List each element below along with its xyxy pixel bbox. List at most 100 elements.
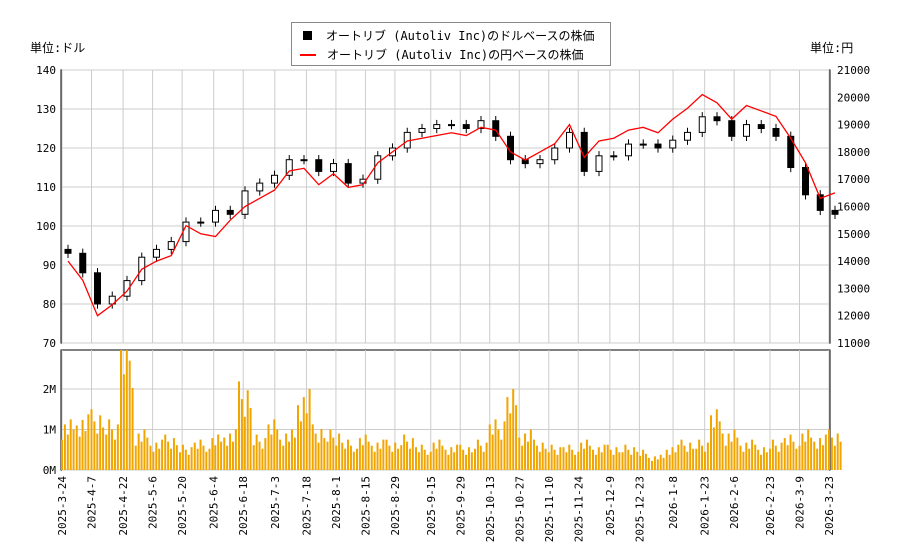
volume-bar <box>547 452 550 470</box>
volume-bar <box>529 429 532 470</box>
volume-bar <box>503 421 506 470</box>
volume-bar <box>476 439 479 470</box>
volume-bar <box>450 447 453 470</box>
x-tick-label: 2026-2-23 <box>764 476 777 536</box>
volume-bar <box>208 448 211 470</box>
volume-bar <box>780 442 783 470</box>
x-tick-label: 2025-4-22 <box>117 476 130 536</box>
volume-bar <box>143 429 146 470</box>
x-tick-label: 2026-3-23 <box>823 476 836 536</box>
volume-bar <box>282 445 285 470</box>
x-tick-label: 2025-6-4 <box>208 476 221 529</box>
candle-body <box>831 209 839 215</box>
volume-bar <box>769 448 771 470</box>
volume-bar <box>512 389 515 470</box>
candle-body <box>610 155 618 158</box>
volume-bar <box>462 449 465 470</box>
legend: オートリブ (Autoliv Inc)のドルベースの株価 オートリブ (Auto… <box>291 22 611 66</box>
volume-bar <box>603 444 606 470</box>
candle-body <box>448 124 455 127</box>
volume-bar <box>288 441 291 470</box>
volume-bar <box>783 438 786 470</box>
volume-bar <box>491 434 494 470</box>
volume-bar <box>231 441 234 470</box>
volume-bar <box>509 413 512 470</box>
volume-bar <box>273 419 276 470</box>
volume-bar <box>459 444 462 470</box>
volume-bar <box>447 454 450 470</box>
volume-bar <box>609 449 612 470</box>
volume-bar <box>320 428 323 470</box>
x-tick-label: 2026-2-6 <box>728 476 741 529</box>
volume-bar <box>819 438 822 470</box>
volume-bar <box>583 448 586 470</box>
volume-bar <box>441 445 444 470</box>
volume-bar <box>518 437 521 470</box>
right-unit-label: 単位:円 <box>810 41 854 55</box>
volume-bar <box>417 452 420 470</box>
volume-bar <box>444 449 447 470</box>
volume-bar <box>341 442 344 470</box>
candle-body <box>433 124 441 129</box>
volume-bar <box>356 448 358 470</box>
volume-bar <box>833 445 836 470</box>
y-left-tick-label: 100 <box>36 220 56 233</box>
volume-bar <box>373 451 376 470</box>
x-tick-label: 2025-7-3 <box>269 476 282 529</box>
y-right-tick-label: 14000 <box>837 255 870 268</box>
x-tick-label: 2025-9-15 <box>425 476 438 536</box>
candle-body <box>743 124 750 137</box>
volume-bar <box>588 445 591 470</box>
volume-bar <box>562 447 565 470</box>
volume-bar <box>344 448 347 470</box>
volume-bar <box>199 439 202 470</box>
x-tick-label: 2025-12-23 <box>633 476 646 542</box>
volume-bar <box>465 454 468 470</box>
volume-bar <box>361 445 364 470</box>
volume-bar <box>760 454 763 470</box>
volume-bar <box>538 451 541 470</box>
volume-bar <box>745 442 748 470</box>
volume-bar <box>774 445 777 470</box>
volume-bar <box>692 448 695 470</box>
volume-bar <box>642 449 645 470</box>
y-right-tick-label: 21000 <box>837 64 870 77</box>
volume-bar <box>559 447 562 470</box>
y-left-tick-label: 140 <box>36 64 56 77</box>
x-tick-label: 2025-11-10 <box>543 476 556 542</box>
x-tick-label: 2025-9-29 <box>454 476 467 536</box>
volume-bar <box>653 456 656 470</box>
volume-bar <box>762 447 765 470</box>
x-tick-label: 2025-7-18 <box>300 476 313 536</box>
candle-body <box>315 159 323 172</box>
volume-bar <box>81 419 84 470</box>
volume-bar <box>680 439 683 470</box>
volume-bar <box>99 415 102 470</box>
volume-bar <box>229 433 232 470</box>
volume-bar <box>612 454 615 470</box>
volume-bar <box>349 445 352 470</box>
candle-body <box>256 182 264 192</box>
volume-bar <box>550 444 553 470</box>
volume-bar <box>701 445 704 470</box>
volume-bar <box>656 459 659 470</box>
volume-bar <box>108 419 111 470</box>
volume-bar <box>293 437 296 470</box>
y-right-tick-label: 20000 <box>837 91 870 104</box>
volume-bar <box>665 449 668 470</box>
volume-bar <box>627 449 630 470</box>
volume-bar <box>824 434 827 470</box>
volume-bar <box>220 441 223 470</box>
volume-bar <box>217 434 220 470</box>
volume-bar <box>379 448 382 470</box>
x-tick-label: 2025-8-15 <box>359 476 372 536</box>
volume-bar <box>792 441 795 470</box>
volume-bar <box>391 451 394 470</box>
volume-bar <box>500 439 503 470</box>
volume-bar <box>497 429 500 470</box>
candle-body <box>654 143 662 149</box>
volume-tick-label: 0M <box>43 464 57 477</box>
y-left-tick-label: 120 <box>36 142 56 155</box>
volume-bar <box>264 438 267 470</box>
y-left-tick-label: 130 <box>36 103 56 116</box>
